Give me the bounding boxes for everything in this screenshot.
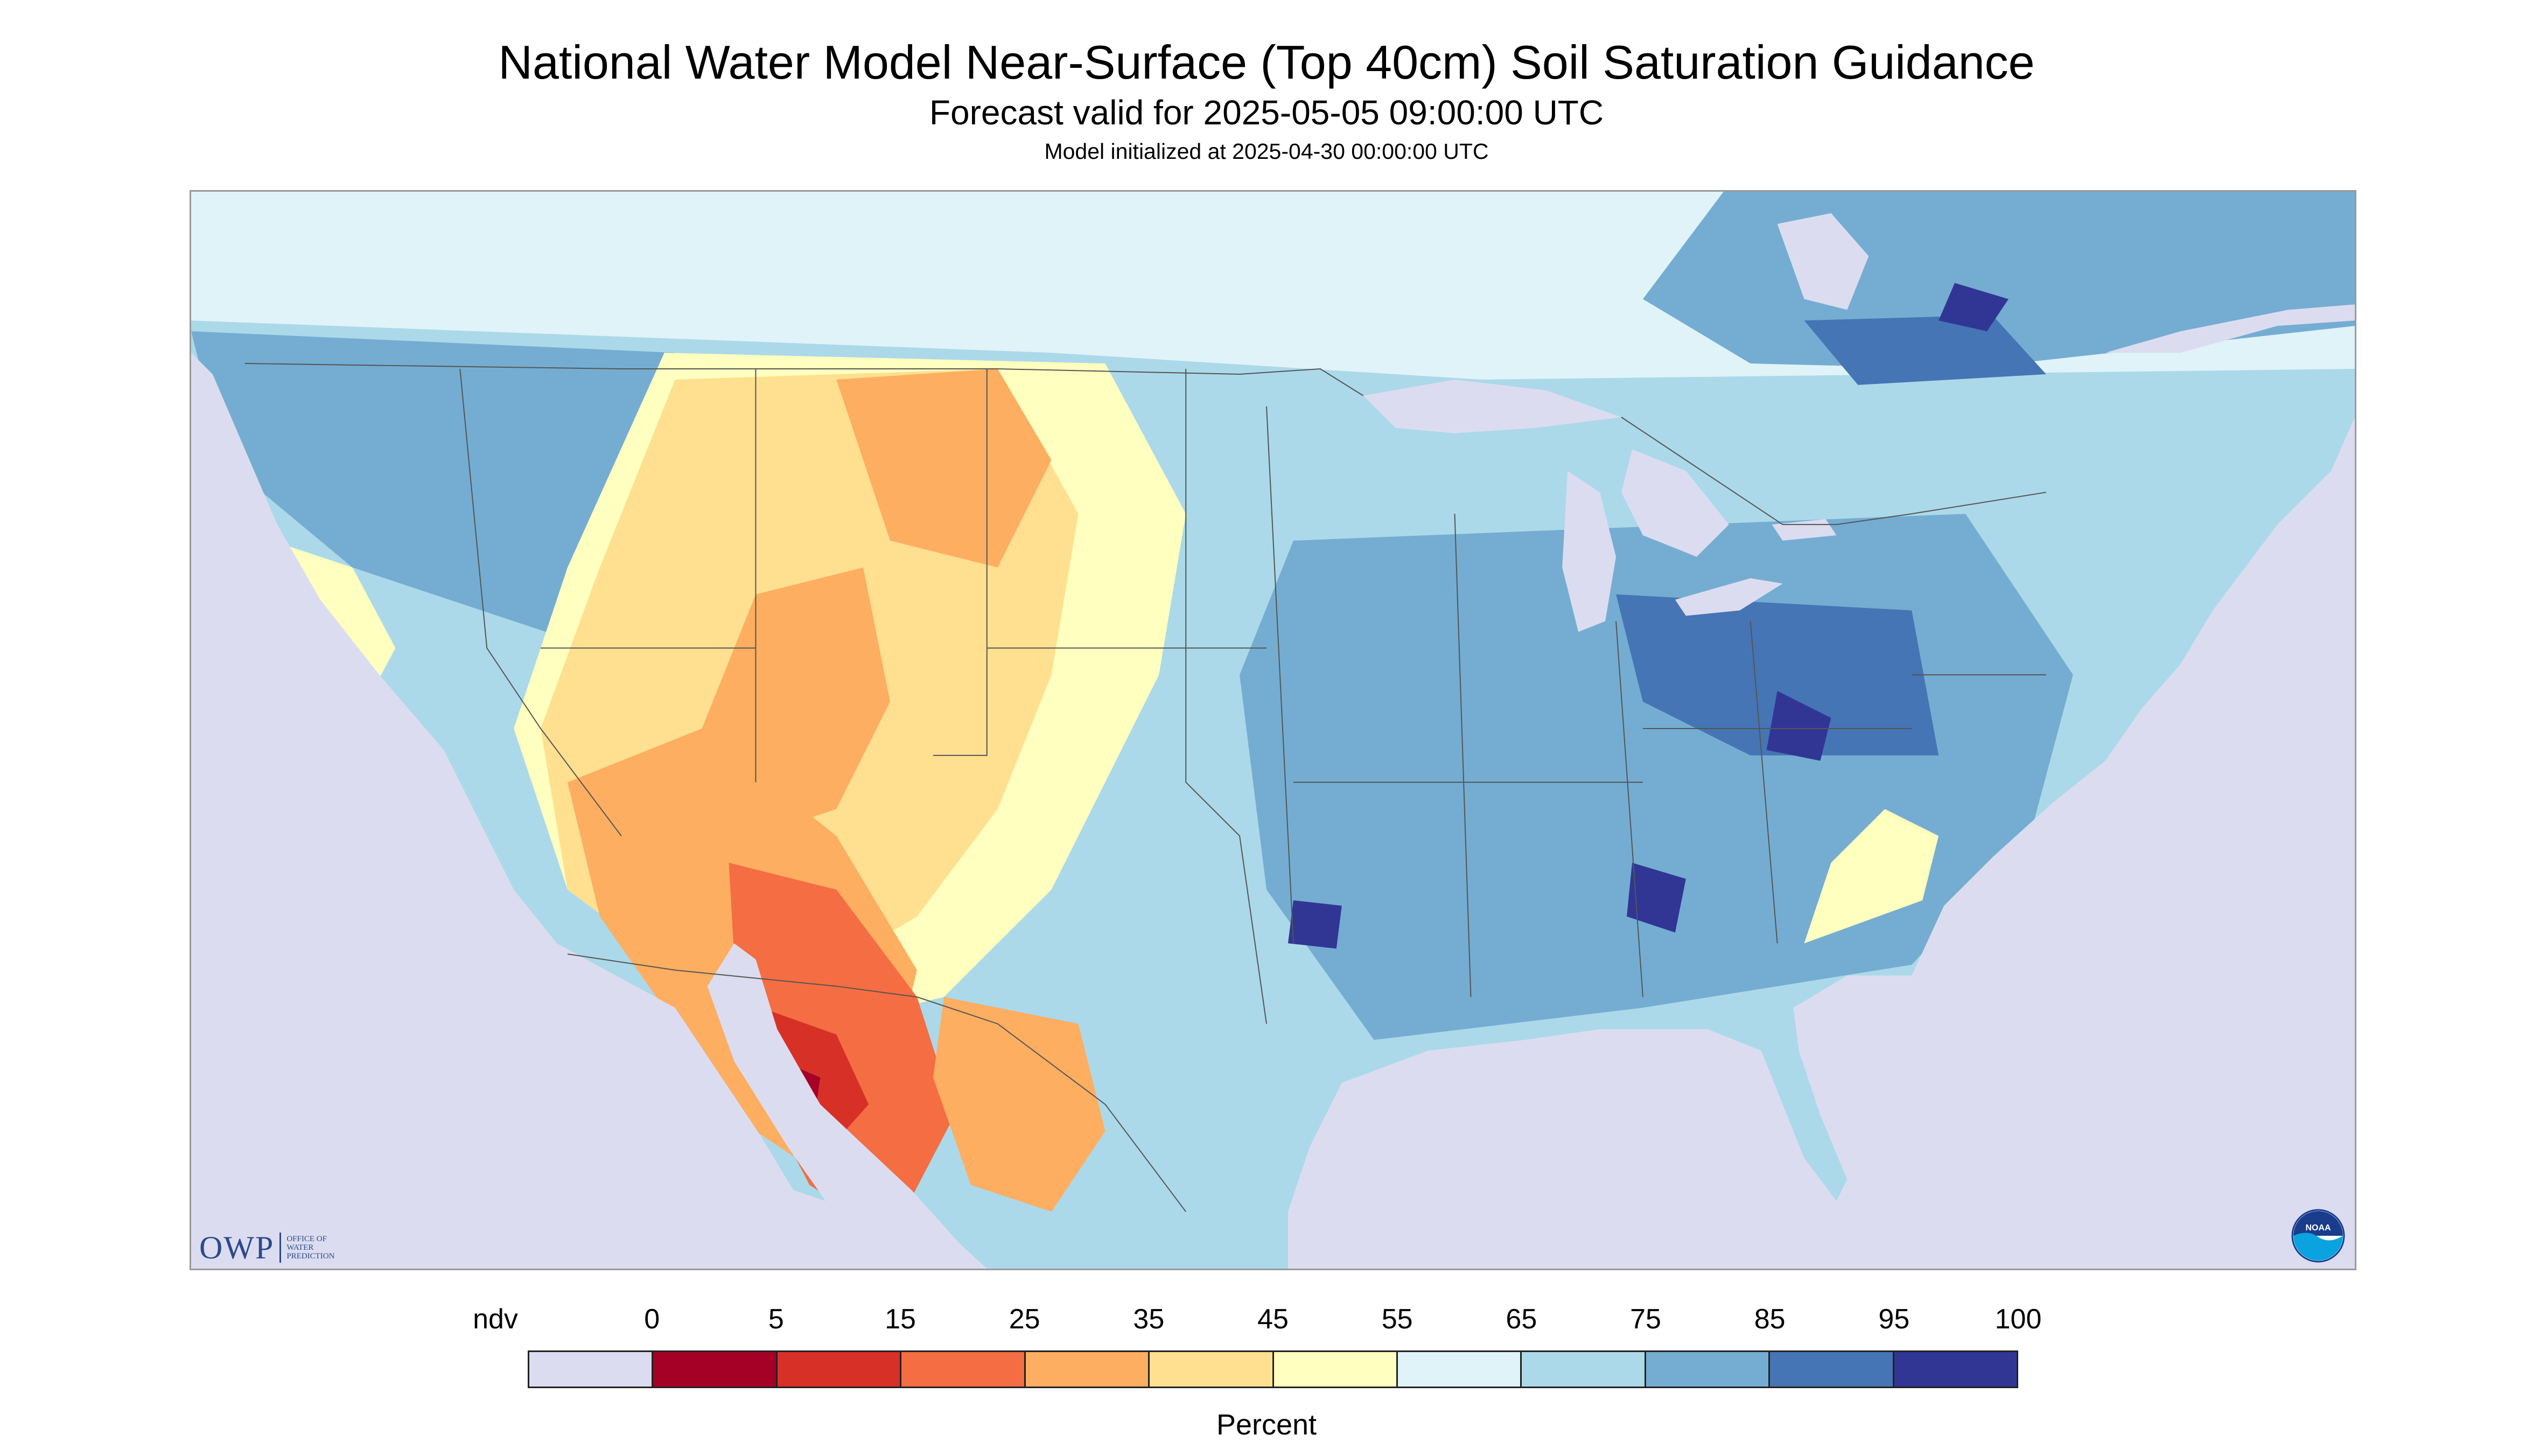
legend-label-0: 0 [644, 1304, 660, 1335]
legend-swatch-5-15 [777, 1352, 902, 1387]
owp-logo-subtext: OFFICE OF WATER PREDICTION [286, 1235, 334, 1261]
us-mexico-border [567, 953, 1187, 1212]
owp-logo: OWP OFFICE OF WATER PREDICTION [199, 1229, 335, 1266]
great-lakes-border [1621, 416, 2047, 526]
lake-michigan [1562, 471, 1617, 632]
land-data [191, 192, 2355, 1269]
owp-sub-line-3: PREDICTION [286, 1252, 335, 1261]
legend-label-85: 85 [1754, 1304, 1786, 1335]
map-title: National Water Model Near-Surface (Top 4… [498, 36, 2035, 89]
legend-unit-label: Percent [1216, 1409, 1317, 1441]
legend-label-75: 75 [1630, 1304, 1661, 1335]
lake-erie [1675, 578, 1783, 616]
owp-sub-line-1: OFFICE OF [286, 1235, 327, 1243]
wet-patch-texas [1288, 900, 1342, 949]
wet-patch-mississippi [1627, 863, 1686, 933]
wet-patch-ohio [1766, 691, 1831, 761]
legend-label-100: 100 [1995, 1304, 2042, 1335]
color-legend-bar [528, 1350, 2018, 1388]
ontario-wet-patch [1939, 283, 2009, 332]
legend-label-ndv: ndv [473, 1304, 518, 1335]
forecast-valid-time: Forecast valid for 2025-05-05 09:00:00 U… [929, 93, 1604, 132]
political-boundaries [244, 363, 2047, 1212]
legend-label-15: 15 [885, 1304, 916, 1335]
state-boundaries [459, 368, 2046, 1024]
legend-label-25: 25 [1009, 1304, 1040, 1335]
legend-swatch-55-65 [1397, 1352, 1522, 1387]
legend-label-45: 45 [1257, 1304, 1289, 1335]
legend-swatch-25-35 [1025, 1352, 1150, 1387]
soil-saturation-map [190, 190, 2356, 1270]
legend-swatch-35-45 [1150, 1352, 1274, 1387]
lake-superior [1363, 379, 1622, 433]
legend-swatch-ndv [529, 1352, 654, 1387]
carolina-dry-zone [1804, 809, 1939, 943]
owp-logo-divider [279, 1233, 282, 1263]
legend-label-35: 35 [1133, 1304, 1165, 1335]
noaa-logo: NOAA [2291, 1209, 2345, 1263]
legend-label-55: 55 [1381, 1304, 1413, 1335]
lake-huron [1621, 449, 1729, 557]
st-lawrence-estuary [2105, 304, 2355, 353]
legend-swatch-95-100 [1894, 1352, 2017, 1387]
legend-label-95: 95 [1878, 1304, 1910, 1335]
owp-sub-line-2: WATER [286, 1243, 314, 1252]
noaa-logo-text: NOAA [2305, 1223, 2331, 1233]
us-canada-border [244, 363, 1364, 396]
owp-logo-text: OWP [199, 1229, 275, 1265]
legend-swatch-65-75 [1522, 1352, 1646, 1387]
model-initialized-time: Model initialized at 2025-04-30 00:00:00… [1044, 139, 1489, 164]
ohio-valley-zone [1616, 594, 1939, 755]
legend-swatch-15-25 [901, 1352, 1026, 1387]
ontario-wet-zone [1804, 315, 2046, 385]
legend-label-65: 65 [1506, 1304, 1537, 1335]
legend-swatch-0-5 [653, 1352, 778, 1387]
wyoming-montana-dry-zone [836, 369, 1052, 568]
map-canvas [191, 192, 2355, 1269]
legend-swatch-45-55 [1274, 1352, 1398, 1387]
hudson-bay-inlet [1777, 213, 1869, 310]
northern-mexico-dry-zone [933, 997, 1105, 1212]
legend-swatch-75-85 [1646, 1352, 1771, 1387]
legend-swatch-85-95 [1770, 1352, 1894, 1387]
legend-label-5: 5 [768, 1304, 784, 1335]
